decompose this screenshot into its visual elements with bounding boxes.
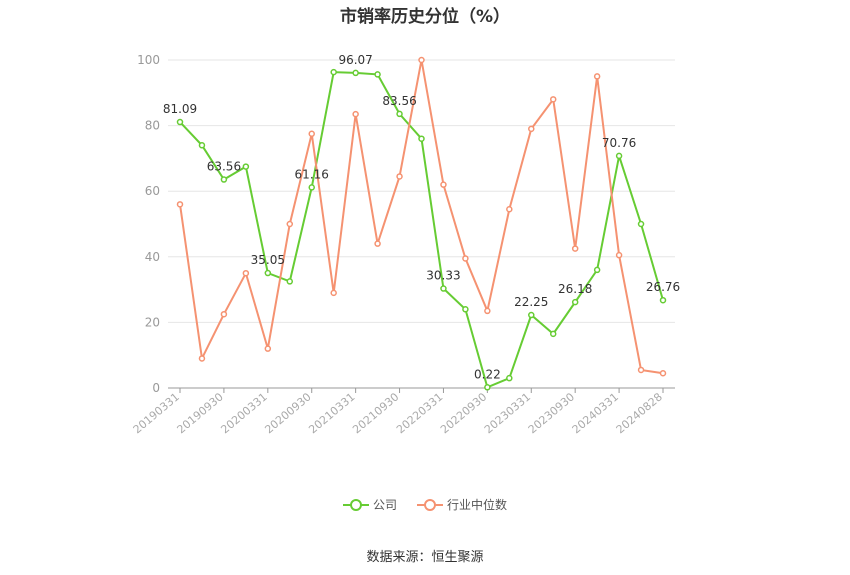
data-point <box>462 306 469 313</box>
y-tick-label: 60 <box>145 184 160 198</box>
data-point <box>286 220 294 228</box>
data-point <box>615 152 623 160</box>
data-point <box>528 311 535 319</box>
legend-item-company[interactable]: 公司 <box>342 496 397 513</box>
data-point <box>264 269 272 277</box>
data-point <box>549 96 557 103</box>
x-tick-label: 20190930 <box>175 390 226 436</box>
x-tick-label: 20200331 <box>218 390 269 436</box>
series-lines <box>176 56 667 391</box>
y-tick-label: 0 <box>152 381 160 395</box>
data-point <box>462 255 469 262</box>
data-point <box>571 245 579 252</box>
data-point <box>659 369 667 377</box>
data-point <box>264 345 272 352</box>
data-point <box>637 366 645 374</box>
series-line <box>179 59 664 375</box>
data-point <box>418 135 425 142</box>
data-point <box>484 384 491 391</box>
legend: 公司 行业中位数 <box>0 496 850 513</box>
data-label: 63.56 <box>207 160 241 174</box>
data-point <box>308 130 315 138</box>
x-tick-label: 20220331 <box>394 390 445 436</box>
data-label: 81.09 <box>163 102 197 116</box>
x-tick-label: 20220930 <box>438 390 489 436</box>
data-point <box>220 310 228 318</box>
legend-swatch-industry-median-icon <box>417 498 443 511</box>
source-note: 数据来源：恒生聚源 <box>366 550 484 565</box>
x-tick-label: 20240828 <box>614 390 665 436</box>
legend-item-industry-median[interactable]: 行业中位数 <box>417 496 507 513</box>
data-label: 61.16 <box>295 167 329 181</box>
data-point <box>615 251 623 259</box>
data-point <box>506 205 513 213</box>
legend-swatch-company-icon <box>342 498 369 511</box>
series-line <box>179 71 664 389</box>
y-tick-label: 20 <box>145 315 160 329</box>
data-label: 83.56 <box>382 94 416 108</box>
data-point <box>396 110 403 118</box>
legend-label-company: 公司 <box>372 498 397 512</box>
data-point <box>396 173 403 180</box>
x-tick-label: 20230331 <box>482 390 533 436</box>
data-point <box>637 220 645 228</box>
data-point <box>352 69 359 77</box>
y-tick-label: 40 <box>145 250 160 264</box>
x-tick-label: 20210331 <box>306 390 357 436</box>
data-label: 30.33 <box>426 269 460 283</box>
data-point <box>418 56 425 64</box>
data-label: 26.76 <box>646 280 680 294</box>
x-tick-label: 20240331 <box>570 390 621 436</box>
data-point <box>571 298 579 306</box>
data-point <box>374 71 381 78</box>
y-tick-label: 100 <box>137 53 160 67</box>
data-point <box>506 374 513 382</box>
data-point <box>330 289 337 297</box>
data-point <box>198 355 206 362</box>
data-label: 0.22 <box>474 367 501 381</box>
data-point <box>330 68 337 76</box>
legend-label-industry-median: 行业中位数 <box>447 498 508 512</box>
data-point <box>593 266 601 274</box>
data-point <box>440 181 447 188</box>
data-point <box>352 110 359 118</box>
data-point <box>374 240 381 247</box>
data-point <box>176 201 184 208</box>
data-point <box>220 176 228 183</box>
data-point <box>593 73 601 80</box>
data-label: 96.07 <box>338 53 372 67</box>
data-label: 26.18 <box>558 282 592 296</box>
y-tick-label: 80 <box>145 119 160 133</box>
data-point <box>549 330 557 338</box>
data-point <box>308 184 315 191</box>
data-point <box>286 278 294 285</box>
x-tick-label: 20210930 <box>350 390 401 436</box>
data-label: 70.76 <box>602 136 636 150</box>
data-point <box>242 269 250 277</box>
data-point <box>528 125 535 133</box>
data-labels: 81.09 63.56 35.05 61.16 96.07 83.56 30.33 0.22 2… <box>163 53 680 381</box>
data-point <box>198 142 206 149</box>
data-label: 22.25 <box>514 295 548 309</box>
chart-title: 市销率历史分位（%） <box>339 7 511 27</box>
data-label: 35.05 <box>251 253 285 267</box>
data-point <box>242 163 250 170</box>
x-tick-label: 20230930 <box>526 390 577 436</box>
x-tick-label: 20200930 <box>262 390 313 436</box>
x-tick-label: 20190331 <box>131 390 182 436</box>
data-point <box>484 307 491 315</box>
data-point <box>176 118 184 126</box>
data-point <box>659 296 667 304</box>
data-point <box>440 285 447 292</box>
